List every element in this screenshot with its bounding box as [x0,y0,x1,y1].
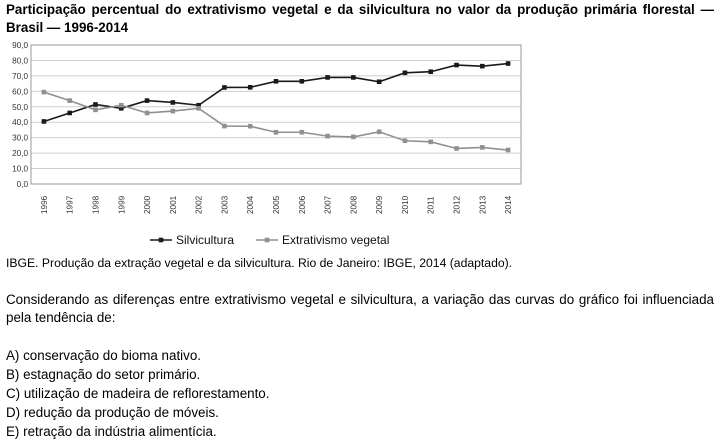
x-tick-label: 2000 [143,195,152,214]
x-tick-label: 2014 [504,195,513,214]
y-tick-label: 60,0 [12,87,28,96]
data-point [428,139,434,145]
data-point [144,98,150,103]
data-point [41,119,47,124]
data-point [196,102,201,108]
data-point [41,89,47,95]
data-point [376,129,382,135]
data-point [351,134,356,140]
x-tick-label: 2013 [478,195,487,214]
option-b[interactable]: B) estagnação do setor primário. [6,367,201,382]
x-tick-label: 2007 [324,195,333,214]
data-point [222,123,227,129]
x-tick-label: 1998 [91,195,100,214]
option-d[interactable]: D) redução da produção de móveis. [6,405,219,420]
y-tick-label: 20,0 [12,149,28,158]
x-tick-label: 2009 [375,195,384,214]
option-e[interactable]: E) retração da indústria alimentícia. [6,424,217,439]
legend-entry: Extrativismo vegetal [256,233,389,247]
data-point [118,102,124,108]
option-a[interactable]: A) conservação do bioma nativo. [6,348,202,363]
y-tick-label: 40,0 [12,118,28,127]
x-tick-label: 2012 [453,195,462,214]
data-point [325,75,330,80]
data-point [480,145,485,150]
data-point [67,110,72,116]
x-tick-label: 1997 [66,195,75,214]
series-line [43,91,509,151]
data-point [170,100,176,105]
x-tick-label: 2010 [401,195,410,214]
data-point [402,138,408,144]
data-point [376,79,382,85]
data-point [118,106,124,111]
data-point [428,69,434,75]
y-tick-label: 70,0 [12,72,28,81]
question-text: Considerando as diferenças entre extrati… [6,292,714,325]
option-c[interactable]: C) utilização de madeira de reflorestame… [6,386,270,401]
chart-title: Participação percentual do extrativismo … [6,2,714,35]
x-tick-label: 2004 [246,195,255,214]
x-tick-label: 1996 [40,195,49,214]
y-tick-label: 10,0 [12,165,28,174]
x-tick-label: 2001 [169,195,178,214]
legend-marker [158,237,164,243]
source-citation: IBGE. Produção da extração vegetal e da … [6,256,513,270]
legend-label: Extrativismo vegetal [282,233,389,247]
data-point [67,98,72,103]
x-tick-label: 2005 [272,195,281,214]
data-point [480,63,485,69]
data-point [196,106,201,111]
data-point [144,110,150,116]
y-tick-label: 0,0 [17,180,29,189]
series-extrativismo-vegetal [41,89,511,153]
data-point [170,108,176,114]
data-point [93,107,98,113]
x-tick-label: 2008 [349,195,358,214]
legend-label: Silvicultura [176,233,234,247]
data-point [273,78,279,84]
data-point [351,75,356,80]
x-tick-label: 1999 [117,195,126,214]
legend-marker [264,237,270,243]
y-tick-label: 90,0 [12,41,28,50]
data-point [454,146,459,151]
x-tick-label: 2011 [427,196,436,214]
series-silvicultura [41,61,511,124]
y-tick-label: 80,0 [12,56,28,65]
x-tick-label: 2002 [195,195,204,214]
data-point [402,70,408,76]
data-point [299,78,305,84]
data-point [505,61,511,66]
data-point [505,147,511,153]
y-tick-label: 50,0 [12,103,28,112]
data-point [222,85,227,90]
data-point [93,102,98,107]
y-tick-label: 30,0 [12,134,28,143]
legend-entry: Silvicultura [150,233,234,247]
series-line [43,62,509,123]
data-point [247,85,253,90]
answer-options: A) conservação do bioma nativo. B) estag… [6,346,714,441]
data-point [325,133,330,139]
plot-frame [30,44,522,185]
data-point [454,62,459,68]
line-chart: 0,010,020,030,040,050,060,070,080,090,0 … [12,41,522,247]
data-point [273,129,279,135]
x-tick-label: 2006 [298,195,307,214]
x-tick-label: 2003 [220,195,229,214]
data-point [247,123,253,129]
data-point [299,129,305,135]
